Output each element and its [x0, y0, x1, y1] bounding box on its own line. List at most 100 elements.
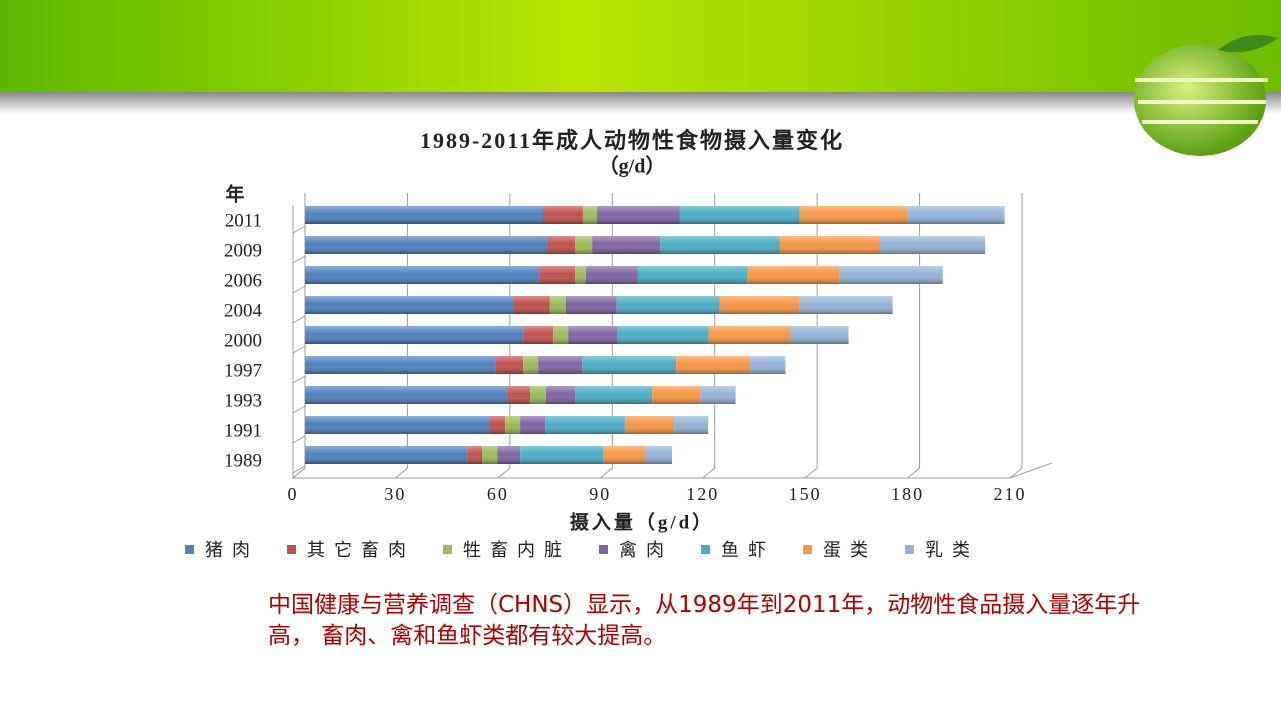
bar-shade [530, 386, 547, 404]
bar-shade [495, 356, 524, 374]
bar-shade [542, 206, 583, 224]
bar-shade [513, 296, 550, 314]
apple-icon [1134, 34, 1278, 156]
x-tick-label: 210 [994, 484, 1027, 504]
y-tick [292, 345, 306, 354]
bar-shade [305, 206, 543, 224]
bar-shade [565, 296, 617, 314]
legend-swatch [599, 545, 608, 554]
bar-shade [305, 236, 548, 254]
bar-shade [575, 236, 593, 254]
chart-subtitle: （g/d） [599, 155, 666, 178]
y-tick [292, 375, 306, 384]
bar-shade [305, 326, 524, 344]
bar-shade [553, 326, 569, 344]
legend-label: 鱼虾 [721, 540, 775, 561]
legend-label: 其它畜肉 [307, 540, 415, 561]
bar-shade [505, 416, 521, 434]
bar-shade [879, 236, 986, 254]
bar-shade [603, 446, 646, 464]
bar-shade [305, 416, 491, 434]
grid-line [599, 193, 613, 479]
grid-line [907, 193, 921, 479]
bar-shade [490, 416, 506, 434]
grid-line [702, 193, 716, 479]
y-tick [292, 315, 306, 324]
bar-shade [624, 416, 675, 434]
bar-shade [839, 266, 943, 284]
grid-line [395, 193, 408, 479]
y-tick-label: 2006 [224, 270, 262, 291]
y-tick [292, 435, 306, 444]
y-tick [292, 465, 306, 474]
bar-shade [616, 296, 720, 314]
bar-shade [700, 386, 736, 404]
bar-shade [507, 386, 531, 404]
legend-swatch [287, 545, 296, 554]
bar-shade [575, 266, 586, 284]
x-tick-label: 180 [891, 484, 924, 504]
bar-shade [645, 446, 673, 464]
y-tick [292, 405, 306, 414]
legend-swatch [185, 545, 194, 554]
bar-shade [674, 416, 709, 434]
bar-shade [520, 446, 604, 464]
y-tick-label: 2000 [224, 330, 262, 351]
chart-title: 1989-2011年成人动物性食物摄入量变化 [420, 128, 844, 153]
bar-shade [520, 416, 546, 434]
y-tick-label: 1997 [224, 360, 262, 381]
legend-swatch [905, 545, 914, 554]
grid-line [292, 193, 306, 479]
y-tick [292, 285, 306, 294]
bar-shade [799, 296, 893, 314]
bar-shade [907, 206, 1005, 224]
y-tick-label: 2011 [225, 210, 262, 231]
x-tick-label: 0 [288, 484, 299, 504]
bar-shade [545, 416, 625, 434]
x-tick-label: 30 [384, 484, 406, 504]
y-tick [292, 255, 306, 264]
legend-label: 禽肉 [619, 540, 673, 561]
x-tick-label: 150 [789, 484, 822, 504]
y-tick [292, 225, 306, 234]
bar-shade [617, 326, 709, 344]
bar-shade [676, 356, 751, 374]
bar-shade [523, 326, 554, 344]
bar-shade [467, 446, 483, 464]
floor-edge [1009, 462, 1053, 479]
x-tick-label: 120 [686, 484, 719, 504]
bar-shade [547, 236, 576, 254]
grid-line [497, 193, 511, 479]
legend-label: 牲畜内脏 [463, 540, 571, 561]
legend-label: 乳类 [925, 540, 979, 561]
legend-swatch [443, 545, 452, 554]
legend-label: 蛋类 [823, 540, 877, 561]
bar-shade [637, 266, 748, 284]
bar-shade [790, 326, 849, 344]
bar-shade [546, 386, 576, 404]
header-band [0, 0, 1281, 92]
bar-shade [305, 446, 468, 464]
bar-shade [305, 386, 508, 404]
legend-swatch [803, 545, 812, 554]
x-tick-label: 60 [487, 484, 509, 504]
bar-shade [660, 236, 780, 254]
bar-shade [799, 206, 908, 224]
y-tick-label: 1989 [224, 450, 262, 471]
y-axis-label: 年 [225, 182, 244, 205]
bar-shade [679, 206, 800, 224]
bar-shade [497, 446, 521, 464]
y-tick-label: 1991 [224, 420, 262, 441]
bar-shade [747, 266, 840, 284]
y-tick-label: 2009 [224, 240, 262, 261]
y-tick-label: 2004 [224, 300, 263, 321]
bar-shade [592, 236, 661, 254]
grid-line [1009, 193, 1023, 479]
bar-shade [523, 356, 539, 374]
header-strip [0, 92, 1281, 114]
x-tick-label: 90 [589, 484, 611, 504]
legend-swatch [701, 545, 710, 554]
bar-shade [305, 356, 496, 374]
bar-shade [596, 206, 680, 224]
